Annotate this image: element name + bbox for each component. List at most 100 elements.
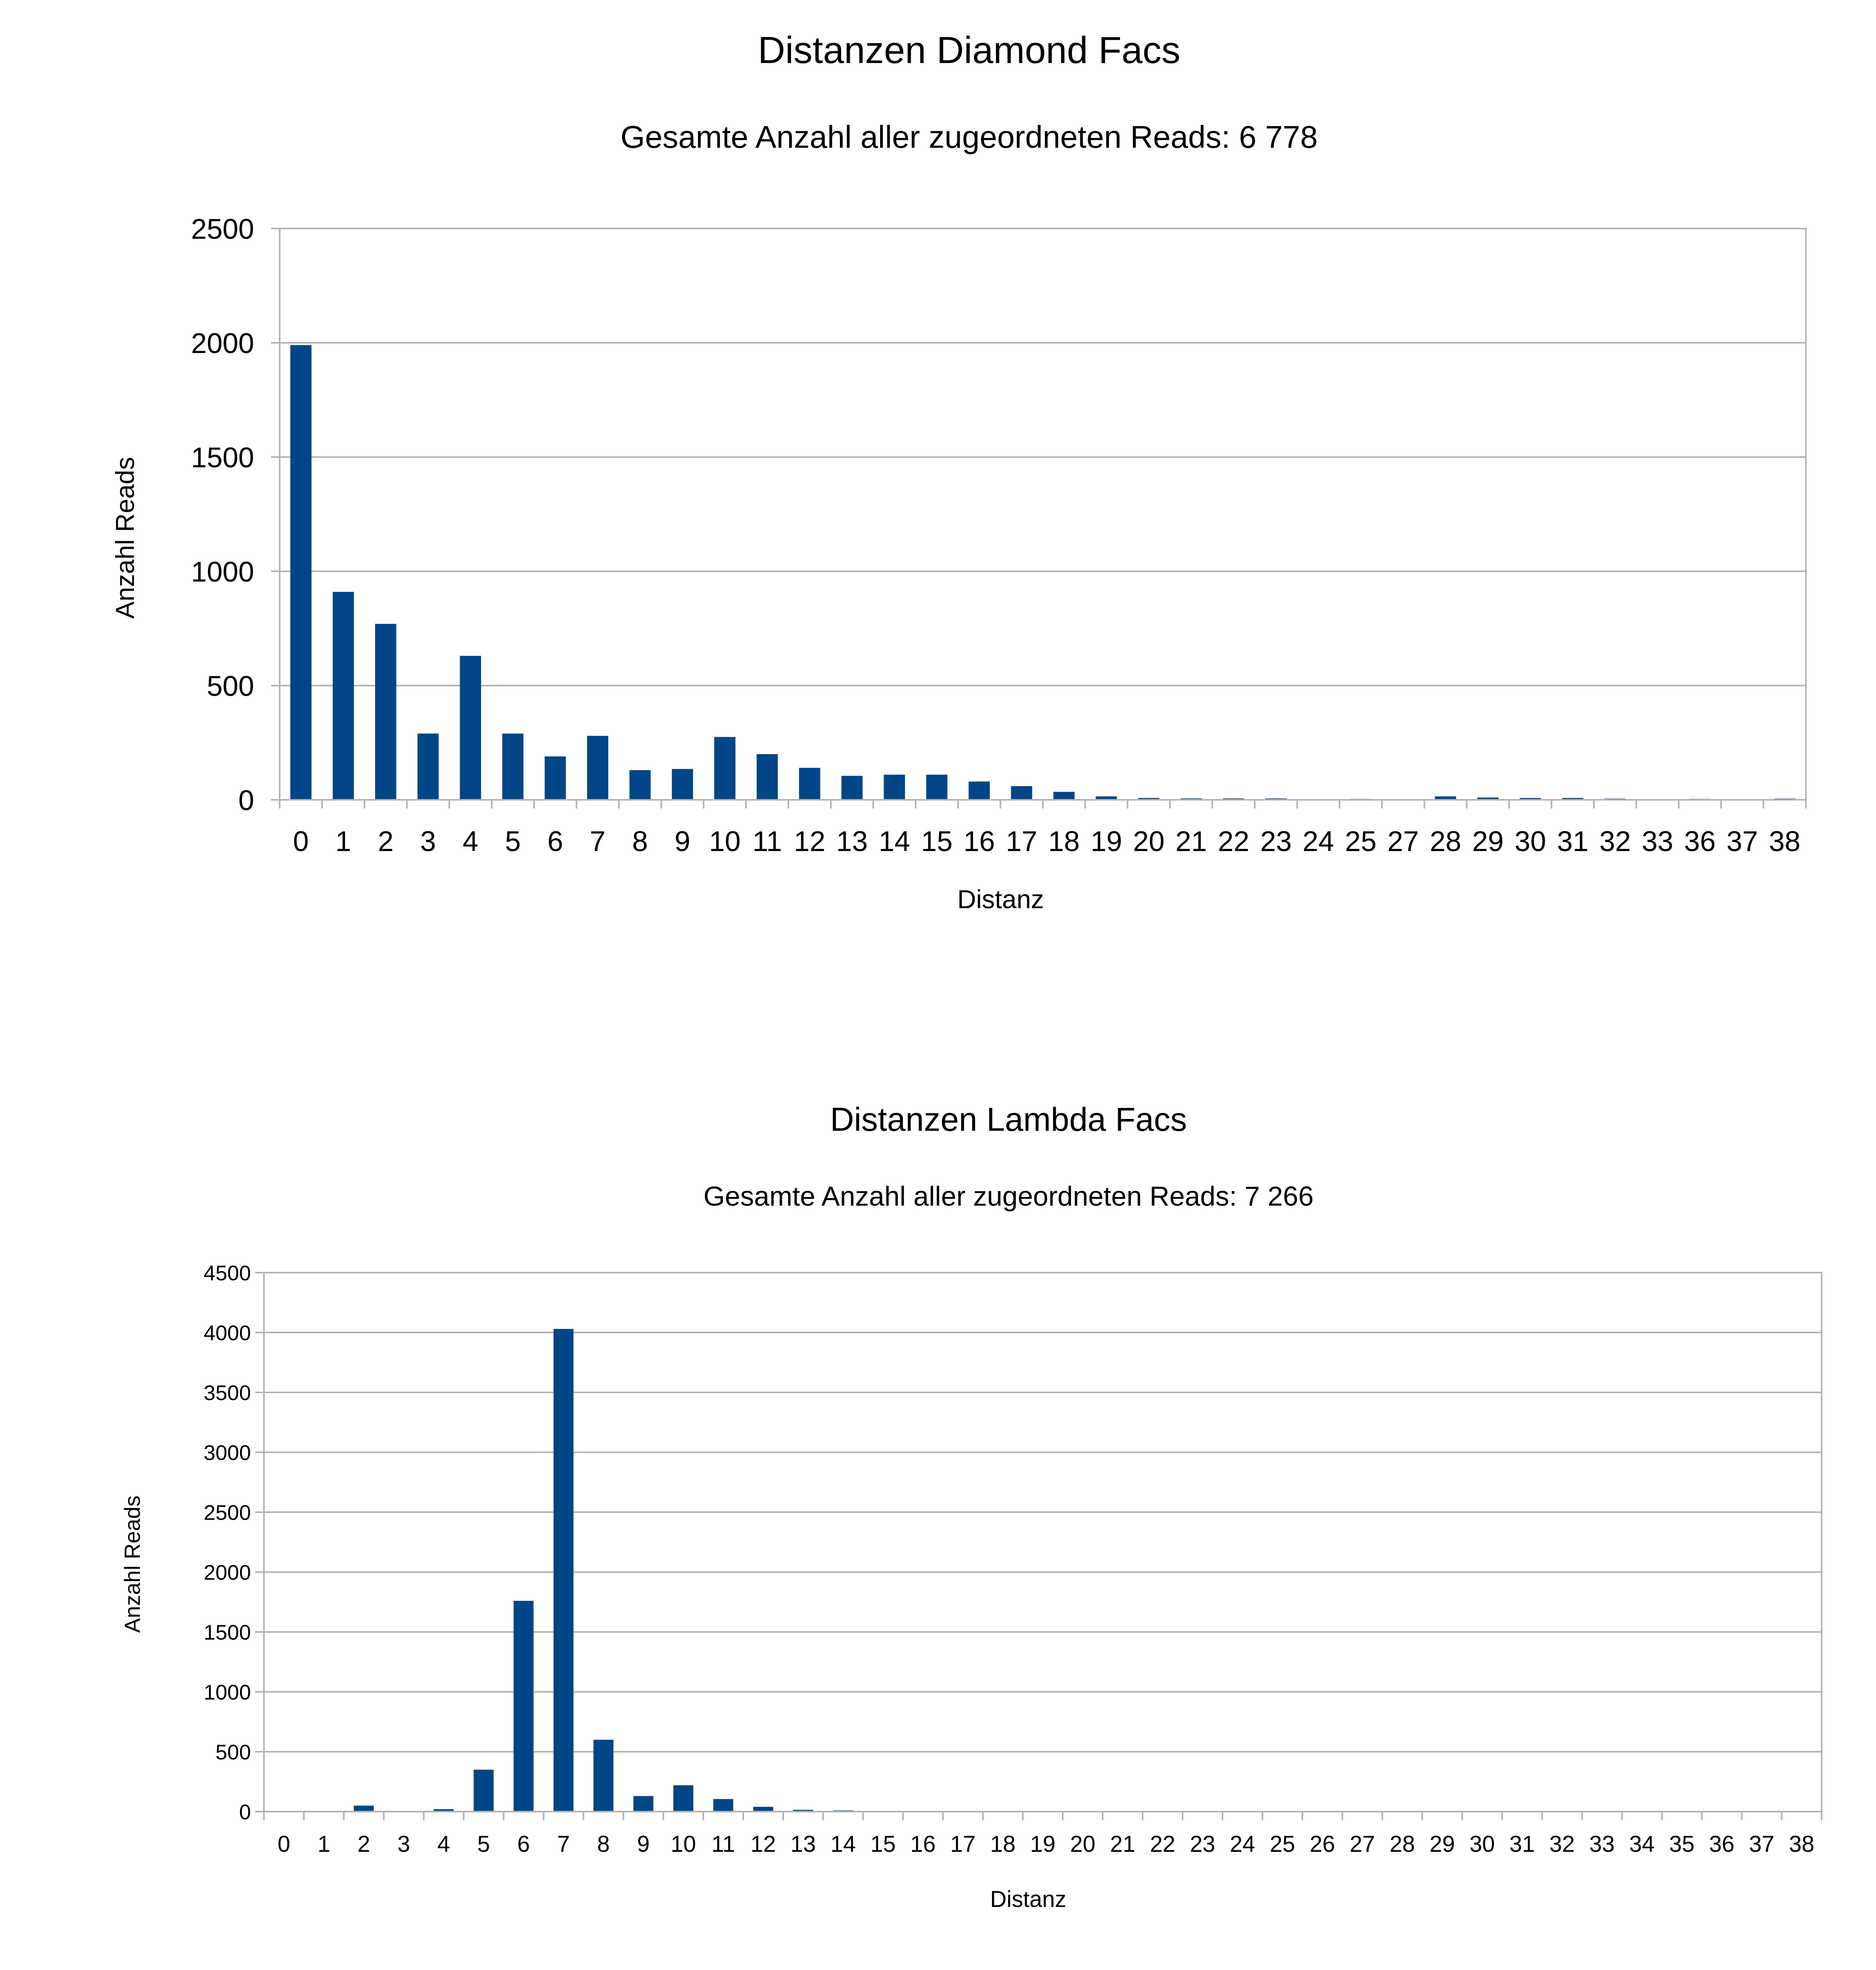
y-tick-label: 4500 [204,1261,251,1285]
x-tick-label: 37 [1727,826,1758,857]
y-tick-label: 2500 [191,214,254,245]
x-tick-label: 21 [1110,1831,1136,1857]
x-tick-label: 19 [1090,826,1122,857]
axes [255,1272,1822,1820]
x-tick-label: 0 [278,1831,290,1857]
y-tick-label: 1500 [204,1621,251,1644]
bar [502,733,524,800]
x-tick-label: 22 [1218,826,1249,857]
x-tick-label: 0 [293,826,309,857]
bar [793,1810,814,1812]
x-tick-label: 8 [632,826,648,857]
x-tick-label: 17 [1006,826,1037,857]
x-tick-label: 8 [597,1831,610,1857]
bar [290,345,312,800]
bar [753,1806,773,1812]
bar [474,1769,494,1812]
x-tick-label: 24 [1230,1831,1256,1857]
gridlines [264,1272,1822,1812]
y-tick-label: 2000 [191,328,254,359]
y-tick-label: 3500 [204,1381,251,1405]
y-tick-label: 1500 [191,442,254,474]
axes [271,228,1807,808]
x-tick-label: 1 [335,826,351,857]
bar [460,656,481,800]
x-tick-label: 5 [505,826,521,857]
x-tick-label: 33 [1642,826,1673,857]
bar [1011,786,1033,800]
x-tick-label: 9 [637,1831,650,1857]
x-tick-label: 5 [477,1831,490,1857]
y-tick-label: 1000 [191,556,254,588]
x-axis-label: Distanz [990,1886,1066,1912]
bar [968,781,990,800]
x-tick-label: 32 [1599,826,1631,857]
chart-diamond: Distanzen Diamond Facs Gesamte Anzahl al… [110,29,1807,914]
x-tick-label: 34 [1629,1831,1655,1857]
chart-subtitle: Gesamte Anzahl aller zugeordneten Reads:… [620,119,1318,154]
x-tick-label: 30 [1514,826,1546,857]
y-tick-label: 1000 [204,1680,251,1704]
x-tick-label: 4 [462,826,478,857]
y-tick-label: 2000 [204,1561,251,1584]
x-tick-label: 28 [1389,1831,1415,1857]
x-tick-label: 14 [879,826,910,857]
x-tick-label: 31 [1509,1831,1535,1857]
gridlines [280,228,1806,801]
y-tick-labels: 0 500 1000 1500 2000 2500 3000 3500 4000 4500 [204,1261,251,1824]
x-tick-label: 14 [830,1831,856,1857]
chart-lambda: Distanzen Lambda Facs Gesamte Anzahl all… [120,1101,1822,1912]
bar [544,756,566,800]
x-tick-label: 27 [1387,826,1419,857]
x-tick-label: 7 [590,826,606,857]
x-tick-label: 2 [378,826,394,857]
bars [290,345,1796,800]
bar [841,776,863,800]
bar [1562,798,1584,800]
x-tick-label: 2 [357,1831,370,1857]
x-tick-label: 29 [1472,826,1504,857]
x-tick-label: 3 [420,826,436,857]
x-tick-label: 23 [1190,1831,1215,1857]
x-tick-label: 38 [1769,826,1800,857]
bar [1519,798,1541,800]
x-tick-label: 11 [752,826,782,857]
y-tick-labels: 0 500 1000 1500 2000 2500 [191,214,254,816]
x-tick-label: 26 [1309,1831,1335,1857]
plot-frame [263,1272,1822,1812]
bar [354,1805,374,1812]
x-tick-label: 31 [1557,826,1588,857]
bar [926,775,947,800]
y-tick-label: 0 [239,1800,251,1824]
x-tick-label: 21 [1176,826,1207,857]
y-axis-label: Anzahl Reads [120,1496,145,1633]
bars [354,1329,933,1812]
y-tick-label: 500 [207,671,254,702]
bar [633,1796,654,1812]
x-tick-label: 7 [557,1831,570,1857]
x-tick-label: 20 [1070,1831,1096,1857]
bar [417,733,439,800]
chart-title: Distanzen Lambda Facs [830,1101,1187,1138]
y-tick-label: 0 [238,785,254,816]
bar [1096,796,1117,800]
x-tick-label: 3 [397,1831,410,1857]
bar [714,737,736,800]
x-tick-label: 32 [1549,1831,1575,1857]
bar [332,592,354,800]
x-tick-label: 27 [1350,1831,1375,1857]
x-tick-label: 6 [547,826,563,857]
x-tick-label: 15 [921,826,953,857]
x-tick-label: 11 [711,1831,735,1857]
bar [375,624,396,800]
x-tick-label: 38 [1789,1831,1815,1857]
x-tick-label: 16 [910,1831,936,1857]
x-tick-label: 17 [950,1831,976,1857]
x-tick-label: 13 [836,826,868,857]
plot-frame [279,228,1807,801]
chart-subtitle: Gesamte Anzahl aller zugeordneten Reads:… [704,1181,1314,1212]
x-tick-label: 10 [671,1831,696,1857]
y-tick-label: 3000 [204,1441,251,1464]
bar [629,770,651,800]
bar [713,1799,734,1812]
